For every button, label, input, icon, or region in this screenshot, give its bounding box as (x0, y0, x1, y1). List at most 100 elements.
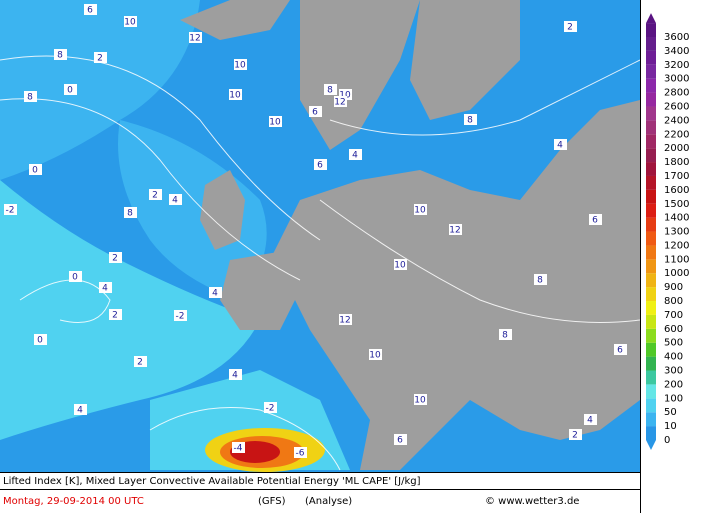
contour-label: 10 (234, 61, 246, 71)
colorbar-swatch (646, 328, 656, 343)
contour-label: 8 (27, 93, 33, 103)
contour-label: 4 (352, 151, 358, 161)
contour-label: 10 (229, 91, 241, 101)
colorbar-swatch (646, 412, 656, 427)
colorbar-swatch (646, 148, 656, 163)
colorbar-swatch (646, 287, 656, 302)
colorbar-swatch (646, 162, 656, 176)
colorbar-label: 0 (664, 435, 670, 446)
label-box (499, 329, 512, 340)
contour-label: 4 (77, 406, 83, 416)
contour-label: 10 (414, 396, 426, 406)
label-box (294, 447, 307, 458)
label-box (394, 259, 407, 270)
label-box (339, 89, 352, 100)
colorbar-swatch (646, 259, 656, 274)
label-box (449, 224, 462, 235)
label-box (229, 369, 242, 380)
label-box (232, 442, 245, 453)
colorbar-label: 1600 (664, 185, 689, 196)
colorbar-swatch (646, 356, 656, 371)
label-box (394, 434, 407, 445)
contour-label: 2 (137, 358, 143, 368)
label-box (99, 282, 112, 293)
contour-label: 10 (124, 18, 136, 28)
colorbar-label: 500 (664, 338, 683, 349)
colorbar-swatch (646, 120, 656, 135)
label-box (349, 149, 362, 160)
label-box (234, 59, 247, 70)
colorbar-swatch (646, 217, 656, 232)
colorbar-label: 50 (664, 407, 677, 418)
label-box (94, 52, 107, 63)
colorbar-label: 2400 (664, 115, 689, 126)
colorbar-label: 3400 (664, 46, 689, 57)
contour-label: 6 (87, 6, 93, 16)
colorbar-tip (646, 440, 656, 450)
contour-label: 4 (587, 416, 593, 426)
colorbar-label: 1000 (664, 268, 689, 279)
colorbar-label: 700 (664, 310, 683, 321)
colorbar-label: 1700 (664, 171, 689, 182)
label-box (84, 4, 97, 15)
contour-label: 6 (312, 108, 318, 118)
contour-label: 2 (97, 54, 103, 64)
contour-label: 0 (67, 86, 73, 96)
contour-label: 4 (232, 371, 238, 381)
colorbar-swatch (646, 231, 656, 246)
label-box (589, 214, 602, 225)
label-box (4, 204, 17, 215)
colorbar-swatch (646, 78, 656, 93)
colorbar-swatch (646, 23, 656, 37)
colorbar-label: 100 (664, 393, 683, 404)
contour-label: 12 (449, 226, 460, 236)
label-box (269, 116, 282, 127)
label-box (229, 89, 242, 100)
contour-label: -2 (266, 404, 275, 414)
colorbar-label: 2000 (664, 143, 689, 154)
contour-label: 12 (334, 98, 345, 108)
colorbar-label: 3600 (664, 32, 689, 43)
label-box (334, 96, 347, 107)
caption-run: (Analyse) (305, 496, 352, 507)
contour-label: 6 (617, 346, 623, 356)
colorbar-label: 2600 (664, 101, 689, 112)
label-box (369, 349, 382, 360)
colorbar-label: 3000 (664, 74, 689, 85)
contour-label: 2 (112, 311, 118, 321)
colorbar-label: 3200 (664, 60, 689, 71)
contour-label: 6 (592, 216, 598, 226)
label-box (464, 114, 477, 125)
colorbar-label: 200 (664, 379, 683, 390)
colorbar-swatch (646, 384, 656, 399)
label-box (24, 91, 37, 102)
contour-label: 6 (317, 161, 323, 171)
label-box (414, 394, 427, 405)
contour-label: 6 (397, 436, 403, 446)
contour-label: 0 (37, 336, 43, 346)
colorbar-swatch (646, 398, 656, 413)
label-box (414, 204, 427, 215)
colorbar-swatch (646, 175, 656, 190)
contour-label: 8 (127, 209, 133, 219)
label-box (314, 159, 327, 170)
label-box (54, 49, 67, 60)
label-box (564, 21, 577, 32)
label-box (29, 164, 42, 175)
colorbar-swatch (646, 342, 656, 357)
colorbar-swatch (646, 50, 656, 65)
label-box (109, 309, 122, 320)
colorbar-label: 800 (664, 296, 683, 307)
label-box (174, 310, 187, 321)
contour-label: 2 (152, 191, 158, 201)
label-box (64, 84, 77, 95)
contour-label: 2 (567, 23, 573, 33)
colorbar-label: 1300 (664, 227, 689, 238)
colorbar-swatch (646, 92, 656, 107)
contour-label: 0 (72, 273, 78, 283)
colorbar-label: 900 (664, 282, 683, 293)
field-area (0, 180, 260, 440)
contour-label: -2 (176, 312, 185, 322)
colorbar-tip (646, 13, 656, 24)
contour-label: -6 (296, 449, 305, 459)
